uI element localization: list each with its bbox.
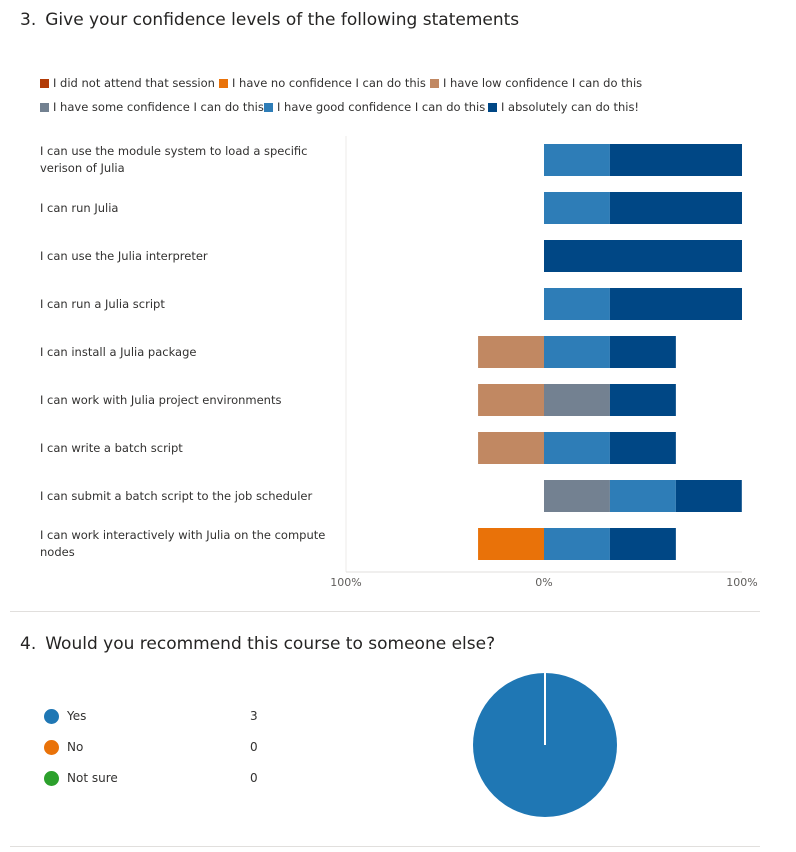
- legend-label: I absolutely can do this!: [501, 100, 640, 114]
- row-label: I can work interactively with Julia on t…: [40, 528, 326, 559]
- bar-segment[interactable]: [609, 480, 676, 512]
- legend-swatch: [264, 102, 273, 112]
- bar-segment[interactable]: [544, 432, 610, 464]
- legend-label: Yes: [67, 709, 87, 723]
- row-label: I can write a batch script: [40, 440, 183, 455]
- legend-item[interactable]: I have low confidence I can do this: [430, 76, 642, 90]
- bar-segment[interactable]: [609, 384, 676, 416]
- legend-swatch: [40, 78, 49, 88]
- bar-segment[interactable]: [609, 288, 742, 320]
- section-divider: [10, 611, 760, 612]
- response-count: 3: [250, 709, 258, 723]
- bar-segment[interactable]: [544, 240, 742, 272]
- bar-segment[interactable]: [544, 192, 610, 224]
- stacked-bar-chart: 100% 0% 100%: [330, 136, 758, 589]
- row-label: I can use the Julia interpreter: [40, 248, 208, 263]
- response-count: 0: [250, 740, 258, 754]
- tick-label: 0%: [535, 576, 552, 589]
- legend-dot: [44, 739, 59, 755]
- legend-label: I have low confidence I can do this: [443, 76, 643, 90]
- legend-label: No: [67, 740, 84, 754]
- legend-label: I did not attend that session: [53, 76, 215, 90]
- bar-segment[interactable]: [609, 528, 676, 560]
- legend-swatch: [219, 78, 228, 88]
- bar-chart-legend: I did not attend that session I have no c…: [40, 76, 760, 120]
- row-label: I can submit a batch script to the job s…: [40, 488, 313, 503]
- row-label: I can run Julia: [40, 200, 119, 215]
- bar-segment[interactable]: [544, 288, 610, 320]
- row-label: I can use the module system to load a sp…: [40, 144, 308, 175]
- row-label: I can install a Julia package: [40, 344, 197, 359]
- legend-item[interactable]: I absolutely can do this!: [488, 100, 639, 114]
- bar-segment[interactable]: [675, 480, 742, 512]
- tick-label: 100%: [330, 576, 361, 589]
- legend-label: I have no confidence I can do this: [232, 76, 426, 90]
- bar-segment[interactable]: [544, 384, 610, 416]
- pie-legend-item[interactable]: No: [44, 737, 83, 757]
- legend-dot: [44, 770, 59, 786]
- legend-label: Not sure: [67, 771, 118, 785]
- bar-segment[interactable]: [478, 336, 544, 368]
- question-text: Give your confidence levels of the follo…: [45, 10, 520, 30]
- legend-label: I have good confidence I can do this: [277, 100, 486, 114]
- question-number: 3.: [20, 10, 37, 30]
- legend-dot: [44, 708, 59, 724]
- legend-swatch: [40, 102, 49, 112]
- row-label: I can run a Julia script: [40, 296, 165, 311]
- question-4-title: 4. Would you recommend this course to som…: [20, 634, 495, 654]
- question-text: Would you recommend this course to someo…: [45, 634, 496, 654]
- bar-segment[interactable]: [478, 384, 544, 416]
- pie-chart: [473, 673, 617, 817]
- bar-segment[interactable]: [609, 192, 742, 224]
- row-label: I can work with Julia project environmen…: [40, 392, 282, 407]
- bar-segment[interactable]: [544, 336, 610, 368]
- legend-swatch: [488, 102, 497, 112]
- legend-item[interactable]: I did not attend that session: [40, 76, 215, 90]
- legend-item[interactable]: I have good confidence I can do this: [264, 100, 485, 114]
- bar-segment[interactable]: [609, 144, 742, 176]
- response-count: 0: [250, 771, 258, 785]
- legend-swatch: [430, 78, 439, 88]
- bar-segment[interactable]: [544, 480, 610, 512]
- legend-label: I have some confidence I can do this: [53, 100, 264, 114]
- section-divider: [10, 846, 760, 847]
- bar-segment[interactable]: [609, 432, 676, 464]
- pie-legend-item[interactable]: Yes: [44, 706, 86, 726]
- question-number: 4.: [20, 634, 37, 654]
- bar-segment[interactable]: [544, 528, 610, 560]
- legend-item[interactable]: I have no confidence I can do this: [219, 76, 426, 90]
- question-3-title: 3. Give your confidence levels of the fol…: [20, 10, 519, 30]
- pie-legend-item[interactable]: Not sure: [44, 768, 118, 788]
- bar-segment[interactable]: [609, 336, 676, 368]
- bar-segment[interactable]: [544, 144, 610, 176]
- tick-label: 100%: [726, 576, 757, 589]
- bar-segment[interactable]: [478, 528, 544, 560]
- bar-segment[interactable]: [478, 432, 544, 464]
- legend-item[interactable]: I have some confidence I can do this: [40, 100, 264, 114]
